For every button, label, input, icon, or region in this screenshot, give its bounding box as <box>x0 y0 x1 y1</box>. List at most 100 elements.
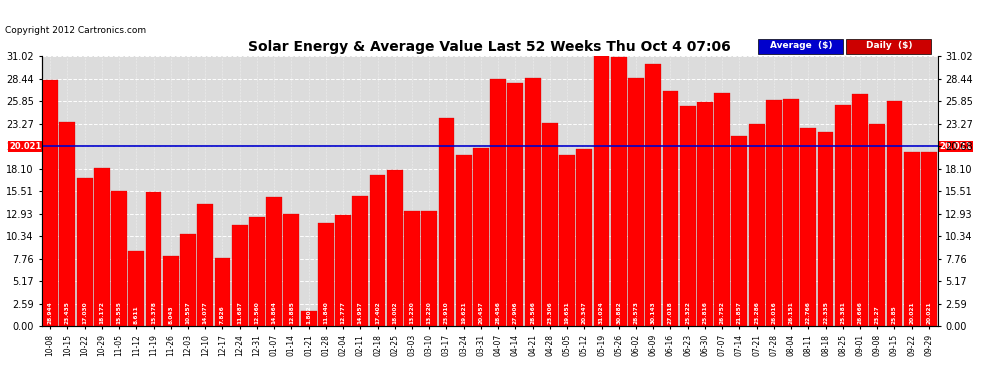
Text: 21.857: 21.857 <box>737 301 742 324</box>
FancyBboxPatch shape <box>758 39 843 54</box>
Text: 28.456: 28.456 <box>496 301 501 324</box>
Text: 12.885: 12.885 <box>289 301 294 324</box>
FancyBboxPatch shape <box>846 39 932 54</box>
Bar <box>249 217 265 326</box>
Text: 23.27: 23.27 <box>875 305 880 324</box>
Bar <box>748 124 764 326</box>
Bar <box>525 78 541 326</box>
Text: 15.378: 15.378 <box>151 301 156 324</box>
Bar <box>886 101 902 326</box>
Text: 27.906: 27.906 <box>513 301 518 324</box>
Bar <box>800 128 816 326</box>
Bar <box>439 118 454 326</box>
Bar <box>422 211 438 326</box>
Text: 22.335: 22.335 <box>823 301 828 324</box>
Text: 27.018: 27.018 <box>668 301 673 324</box>
Bar <box>645 64 661 326</box>
Text: 1.802: 1.802 <box>306 305 311 324</box>
Bar <box>455 156 471 326</box>
Text: 8.611: 8.611 <box>134 305 139 324</box>
Text: 17.030: 17.030 <box>82 301 87 324</box>
Bar <box>129 251 145 326</box>
Text: 20.347: 20.347 <box>582 301 587 324</box>
Bar <box>818 132 834 326</box>
Text: 31.024: 31.024 <box>599 301 604 324</box>
Text: 7.826: 7.826 <box>220 305 225 324</box>
Text: 28.566: 28.566 <box>530 301 536 324</box>
Bar <box>490 79 506 326</box>
Bar <box>783 99 799 326</box>
Bar <box>473 148 489 326</box>
Text: 28.944: 28.944 <box>48 301 52 324</box>
Bar <box>266 197 282 326</box>
Bar <box>697 102 713 326</box>
Bar <box>387 170 403 326</box>
Text: 30.143: 30.143 <box>650 301 655 324</box>
Text: 23.435: 23.435 <box>65 301 70 324</box>
Bar <box>835 105 850 326</box>
Bar <box>301 310 317 326</box>
Title: Solar Energy & Average Value Last 52 Weeks Thu Oct 4 07:06: Solar Energy & Average Value Last 52 Wee… <box>248 40 731 54</box>
Bar <box>714 93 730 326</box>
Text: 28.573: 28.573 <box>634 301 639 324</box>
Bar <box>611 57 627 326</box>
Text: 13.220: 13.220 <box>410 301 415 324</box>
Bar <box>43 80 58 326</box>
Bar <box>352 196 368 326</box>
Bar <box>111 191 127 326</box>
Bar <box>852 94 868 326</box>
Text: 14.957: 14.957 <box>357 301 362 324</box>
Text: 20.021: 20.021 <box>940 142 971 151</box>
Text: 23.286: 23.286 <box>754 301 759 324</box>
Text: 10.557: 10.557 <box>185 301 190 324</box>
Text: 17.402: 17.402 <box>375 301 380 324</box>
Text: 20.457: 20.457 <box>478 301 483 324</box>
Text: Daily  ($): Daily ($) <box>866 41 913 50</box>
Bar <box>559 155 575 326</box>
Text: 22.766: 22.766 <box>806 301 811 324</box>
Bar <box>732 136 747 326</box>
Text: Copyright 2012 Cartronics.com: Copyright 2012 Cartronics.com <box>5 26 147 35</box>
Bar <box>180 234 196 326</box>
Text: 19.621: 19.621 <box>461 301 466 324</box>
Text: 13.220: 13.220 <box>427 301 432 324</box>
Bar <box>680 106 696 326</box>
Bar <box>94 168 110 326</box>
Text: 26.666: 26.666 <box>857 301 862 324</box>
Text: 18.002: 18.002 <box>392 301 397 324</box>
Bar <box>163 256 179 326</box>
Bar <box>197 204 213 326</box>
Bar <box>283 214 299 326</box>
Bar <box>576 149 592 326</box>
Bar <box>232 225 248 326</box>
Bar <box>542 123 557 326</box>
Text: 15.555: 15.555 <box>117 301 122 324</box>
Text: 8.043: 8.043 <box>168 305 173 324</box>
Bar <box>336 215 351 326</box>
Bar <box>766 100 782 326</box>
Text: 14.077: 14.077 <box>203 301 208 324</box>
Bar <box>369 175 385 326</box>
Bar <box>904 152 920 326</box>
Text: 18.172: 18.172 <box>99 301 104 324</box>
Bar <box>921 152 937 326</box>
Bar <box>77 178 93 326</box>
Text: 25.381: 25.381 <box>841 301 845 324</box>
Text: 14.864: 14.864 <box>271 301 276 324</box>
Bar <box>318 223 334 326</box>
Text: 12.560: 12.560 <box>254 301 259 324</box>
Bar <box>662 91 678 326</box>
Text: 26.151: 26.151 <box>789 301 794 324</box>
Text: 20.021: 20.021 <box>927 301 932 324</box>
Text: 25.322: 25.322 <box>685 301 690 324</box>
Bar <box>594 56 610 326</box>
Text: 30.882: 30.882 <box>617 301 622 324</box>
Bar <box>146 192 161 326</box>
Text: 26.016: 26.016 <box>771 301 776 324</box>
Text: 23.306: 23.306 <box>547 301 552 324</box>
Text: 20.021: 20.021 <box>9 142 42 151</box>
Text: Average  ($): Average ($) <box>770 41 833 50</box>
Text: 12.777: 12.777 <box>341 301 346 324</box>
Text: 25.85: 25.85 <box>892 305 897 324</box>
Text: 19.651: 19.651 <box>564 301 569 324</box>
